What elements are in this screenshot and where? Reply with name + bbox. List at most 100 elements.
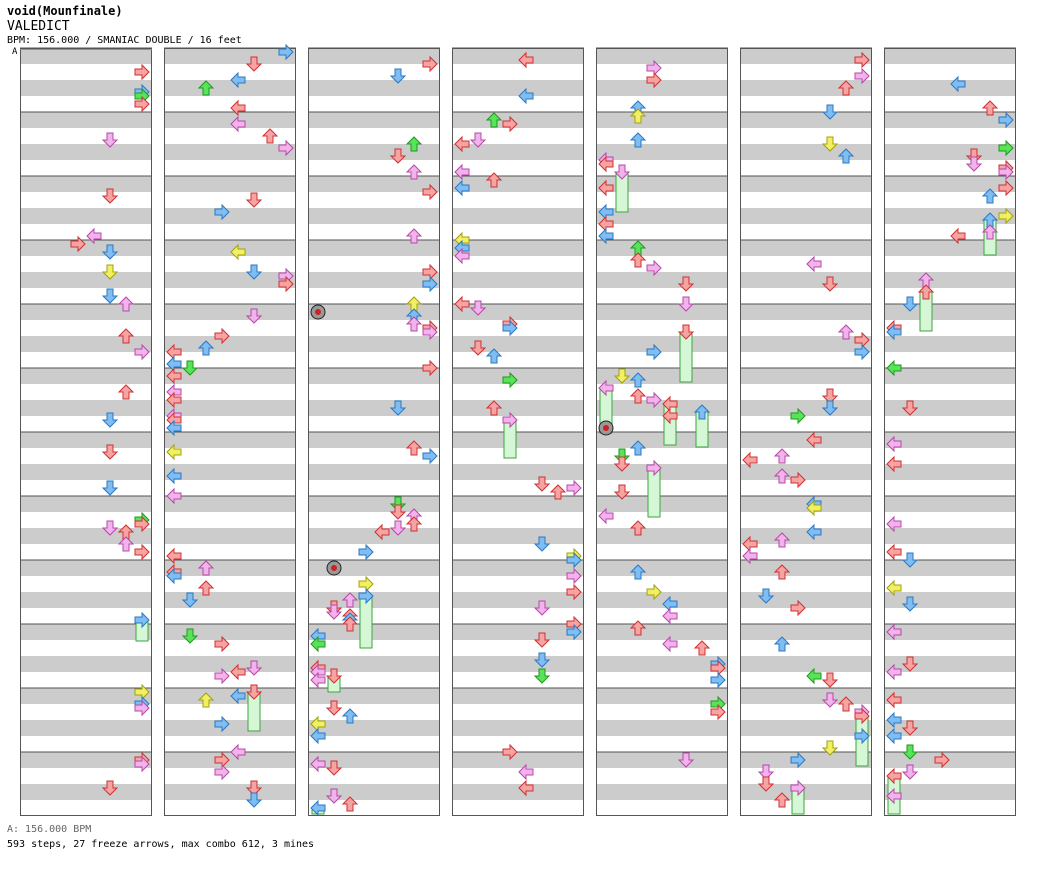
beat-band	[452, 496, 584, 512]
beat-band	[740, 336, 872, 352]
step-arrow	[117, 524, 135, 540]
beat-band	[20, 240, 152, 256]
beat-band	[164, 752, 296, 768]
step-arrow	[821, 740, 839, 756]
step-arrow	[629, 108, 647, 124]
beat-band	[308, 80, 440, 96]
beat-band	[740, 272, 872, 288]
step-arrow	[101, 520, 119, 536]
beat-band	[164, 688, 296, 704]
step-arrow	[469, 300, 487, 316]
step-arrow	[677, 296, 695, 312]
step-arrow	[181, 592, 199, 608]
step-arrow	[886, 691, 902, 709]
chart-column	[164, 47, 296, 816]
step-arrow	[166, 391, 182, 409]
beat-band	[452, 336, 584, 352]
step-arrow	[101, 132, 119, 148]
step-arrow	[325, 760, 343, 776]
step-arrow	[998, 179, 1014, 197]
beat-band	[740, 496, 872, 512]
step-arrow	[518, 763, 534, 781]
beat-band	[884, 240, 1016, 256]
step-arrow	[790, 407, 806, 425]
step-arrow	[310, 627, 326, 645]
step-arrow	[245, 308, 263, 324]
beat-band	[884, 272, 1016, 288]
beat-band	[20, 432, 152, 448]
step-arrow	[422, 359, 438, 377]
chart-column	[20, 47, 152, 816]
beat-band	[452, 528, 584, 544]
step-arrow	[533, 632, 551, 648]
step-arrow	[598, 379, 614, 397]
beat-band	[308, 720, 440, 736]
step-arrow	[533, 600, 551, 616]
beat-band	[20, 144, 152, 160]
step-arrow	[854, 51, 870, 69]
mine	[310, 304, 326, 320]
step-arrow	[790, 471, 806, 489]
step-arrow	[454, 247, 470, 265]
step-arrow	[358, 587, 374, 605]
beat-band	[20, 656, 152, 672]
beat-band	[596, 464, 728, 480]
step-arrow	[662, 407, 678, 425]
beat-band	[452, 368, 584, 384]
beat-band	[164, 592, 296, 608]
step-arrow	[773, 448, 791, 464]
column-border	[596, 48, 728, 816]
step-arrow	[230, 99, 246, 117]
step-arrow	[518, 779, 534, 797]
step-arrow	[629, 240, 647, 256]
step-arrow	[613, 368, 631, 384]
step-arrow	[821, 136, 839, 152]
step-arrow	[998, 207, 1014, 225]
step-arrow	[454, 163, 470, 181]
beat-band	[452, 784, 584, 800]
step-arrow	[502, 371, 518, 389]
step-arrow	[230, 743, 246, 761]
beat-band	[308, 400, 440, 416]
step-arrow	[325, 788, 343, 804]
chart-column	[740, 47, 872, 816]
beat-band	[884, 432, 1016, 448]
step-arrow	[886, 623, 902, 641]
step-arrow	[166, 443, 182, 461]
beat-band	[596, 144, 728, 160]
beat-band	[308, 752, 440, 768]
beat-band	[308, 496, 440, 512]
beat-band	[164, 496, 296, 512]
step-arrow	[245, 56, 263, 72]
step-arrow	[693, 640, 711, 656]
beat-band	[20, 496, 152, 512]
beat-band	[452, 752, 584, 768]
beat-band	[596, 560, 728, 576]
step-arrow	[773, 792, 791, 808]
step-arrow	[278, 43, 294, 61]
step-arrow	[214, 203, 230, 221]
beat-band	[308, 592, 440, 608]
step-arrow	[646, 71, 662, 89]
beat-band	[308, 208, 440, 224]
step-arrow	[837, 696, 855, 712]
beat-band	[596, 784, 728, 800]
beat-band	[308, 272, 440, 288]
beat-band	[596, 656, 728, 672]
step-arrow	[245, 192, 263, 208]
step-arrow	[166, 487, 182, 505]
step-arrow	[742, 535, 758, 553]
beat-band	[596, 240, 728, 256]
step-arrow	[806, 499, 822, 517]
beat-band	[884, 752, 1016, 768]
step-arrow	[917, 284, 935, 300]
step-arrow	[422, 263, 438, 281]
step-arrow	[677, 324, 695, 340]
beat-band	[884, 656, 1016, 672]
step-arrow	[454, 179, 470, 197]
step-arrow	[341, 616, 359, 632]
beat-band	[884, 112, 1016, 128]
step-arrow	[821, 400, 839, 416]
step-arrow	[166, 467, 182, 485]
beat-band	[308, 176, 440, 192]
